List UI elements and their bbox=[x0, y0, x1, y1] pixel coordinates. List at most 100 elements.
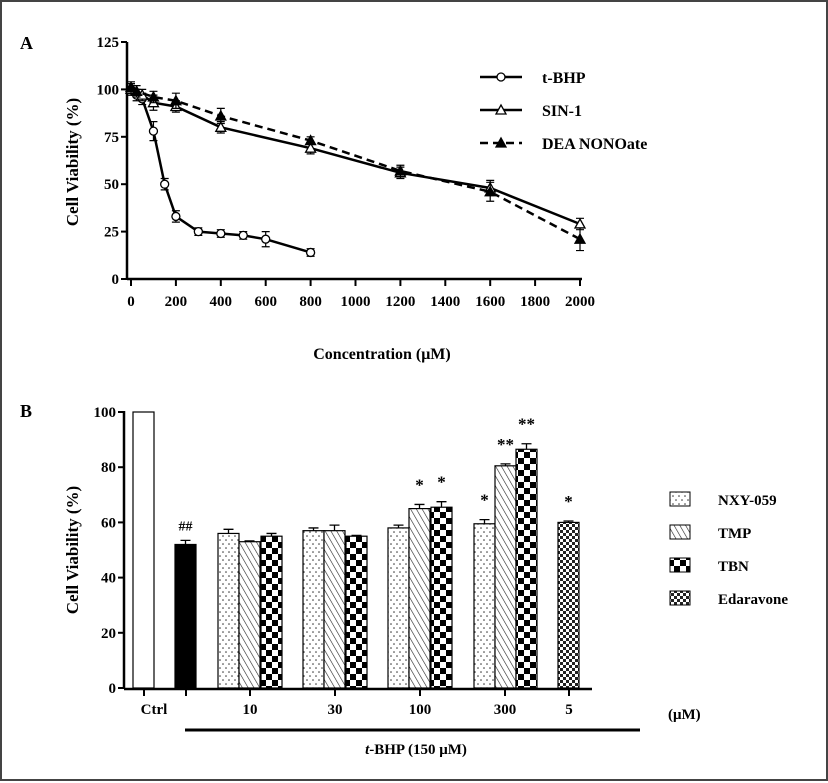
panel-b-y-tick-label: 40 bbox=[101, 571, 116, 587]
legend-swatch-nxy-059 bbox=[669, 491, 691, 507]
panel-b-y-tick-label: 20 bbox=[101, 626, 116, 642]
panel-a-y-tick-label: 0 bbox=[112, 272, 120, 288]
panel-b-x-tick-label: 300 bbox=[494, 702, 517, 718]
t-bhp-point bbox=[193, 226, 204, 237]
bar-tmp bbox=[323, 530, 346, 689]
bar-error-bar bbox=[308, 527, 319, 531]
panel-b-x-tick-label: 30 bbox=[328, 702, 343, 718]
legend-label-nxy-059: NXY-059 bbox=[718, 493, 777, 509]
legend-swatch-edaravone bbox=[669, 590, 691, 606]
bar-error-bar bbox=[266, 532, 277, 537]
bar-edaravone bbox=[557, 521, 580, 689]
bar-error-bar bbox=[244, 540, 255, 542]
bar-tbn bbox=[515, 448, 538, 689]
panel-a-x-tick-label: 0 bbox=[127, 294, 135, 310]
t-bhp-point bbox=[171, 211, 181, 222]
sin-1-point bbox=[214, 120, 227, 132]
bar-error-bar bbox=[414, 503, 425, 509]
panel-a-x-tick-label: 1600 bbox=[475, 294, 505, 310]
panel-a-x-tick-label: 1000 bbox=[341, 294, 371, 310]
panel-a-x-axis-label: Concentration (μM) bbox=[313, 346, 450, 363]
panel-a-label: A bbox=[20, 33, 33, 53]
bar-tbn bbox=[430, 506, 453, 689]
dea-nonoate-point bbox=[304, 134, 317, 146]
bar-error-bar bbox=[329, 524, 340, 531]
legend-label-tmp: TMP bbox=[718, 526, 751, 542]
panel-b-x-tick-label: 100 bbox=[409, 702, 432, 718]
dea-nonoate-point bbox=[573, 232, 587, 244]
bar-nxy-059 bbox=[387, 527, 410, 689]
t-bhp-point bbox=[238, 230, 248, 241]
dea-nonoate-point bbox=[484, 185, 497, 197]
significance-mark: * bbox=[437, 473, 446, 492]
bar-error-bar bbox=[436, 501, 447, 508]
significance-mark: ** bbox=[518, 415, 535, 434]
significance-mark: ## bbox=[179, 519, 193, 534]
bar-nxy-059 bbox=[473, 523, 496, 689]
bar-tbn bbox=[260, 535, 283, 689]
legend-t-bhp-marker bbox=[496, 72, 506, 82]
bar-black bbox=[174, 543, 197, 689]
bar-error-bar bbox=[521, 443, 532, 450]
panel-a-x-tick-label: 2000 bbox=[565, 294, 595, 310]
panel-b-x-tick-label: 5 bbox=[565, 702, 573, 718]
legend-t-bhp-label: t-BHP bbox=[542, 70, 586, 87]
panel-a-y-tick-label: 25 bbox=[104, 225, 119, 241]
significance-mark: * bbox=[564, 492, 573, 511]
panel-a-y-tick-label: 50 bbox=[104, 177, 119, 193]
panel-b-unit-label: (μM) bbox=[668, 707, 701, 723]
bar-tmp bbox=[494, 465, 517, 689]
legend-label-edaravone: Edaravone bbox=[718, 592, 788, 608]
panel-a-y-tick-label: 75 bbox=[104, 130, 119, 146]
panel-a-x-tick-label: 1800 bbox=[520, 294, 550, 310]
dea-nonoate-point bbox=[394, 164, 407, 176]
bar-error-bar bbox=[393, 524, 404, 528]
legend-swatch-tmp bbox=[669, 524, 691, 540]
bar-nxy-059 bbox=[302, 530, 325, 689]
bar-error-bar bbox=[479, 518, 490, 524]
legend-dea-nonoate-label: DEA NONOate bbox=[542, 136, 647, 153]
bar-error-bar bbox=[351, 534, 362, 537]
significance-mark: * bbox=[480, 491, 489, 510]
panel-b-label: B bbox=[20, 401, 32, 421]
sin-1-point bbox=[304, 141, 317, 153]
legend-swatch-tbn bbox=[669, 557, 691, 573]
significance-mark: ** bbox=[497, 435, 514, 454]
bar-white bbox=[132, 411, 155, 689]
panel-a-x-tick-label: 1400 bbox=[430, 294, 460, 310]
bar-error-bar bbox=[223, 528, 234, 534]
bar-tbn bbox=[345, 535, 368, 689]
legend-dea-nonoate-marker bbox=[494, 136, 508, 148]
panel-b-y-tick-label: 100 bbox=[94, 405, 117, 421]
bar-error-bar bbox=[500, 463, 511, 466]
bar-error-bar bbox=[563, 520, 574, 523]
significance-mark: * bbox=[415, 475, 424, 494]
panel-a-y-axis-label: Cell Viability (%) bbox=[63, 98, 82, 226]
panel-b-y-tick-label: 80 bbox=[101, 460, 116, 476]
panel-a-y-tick-label: 100 bbox=[97, 82, 120, 98]
bar-tmp bbox=[408, 508, 431, 689]
dea-nonoate-point bbox=[214, 109, 227, 121]
t-bhp-point bbox=[148, 126, 159, 136]
legend-label-tbn: TBN bbox=[718, 559, 749, 575]
panel-b-bracket-label: t-BHP (150 μM) bbox=[365, 742, 467, 758]
panel-b-x-tick-label: 10 bbox=[243, 702, 258, 718]
t-bhp-point bbox=[305, 247, 316, 258]
panel-a-x-tick-label: 400 bbox=[210, 294, 233, 310]
panel-a-x-tick-label: 800 bbox=[299, 294, 322, 310]
bar-error-bar bbox=[180, 539, 191, 545]
t-bhp-point bbox=[261, 234, 271, 244]
bar-tmp bbox=[238, 541, 261, 689]
dea-nonoate-point bbox=[169, 94, 183, 106]
panel-a-x-tick-label: 200 bbox=[165, 294, 188, 310]
panel-a-x-tick-label: 1200 bbox=[385, 294, 415, 310]
legend-sin-1-label: SIN-1 bbox=[542, 103, 582, 120]
dea-nonoate-point bbox=[147, 90, 160, 102]
legend-sin-1-marker bbox=[494, 103, 508, 115]
dea-nonoate-point bbox=[130, 84, 143, 96]
panel-a-y-tick-label: 125 bbox=[97, 35, 120, 51]
t-bhp-point bbox=[160, 179, 170, 189]
panel-a-x-tick-label: 600 bbox=[254, 294, 277, 310]
